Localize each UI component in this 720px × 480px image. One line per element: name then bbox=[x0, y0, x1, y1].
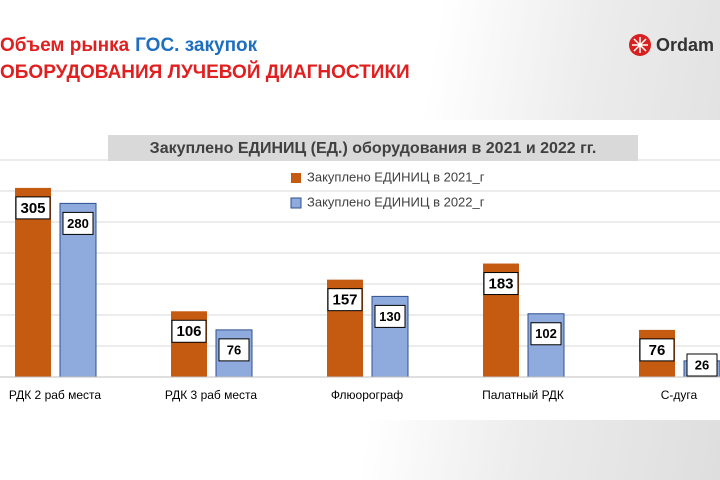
value-label: 157 bbox=[332, 292, 357, 309]
value-label-box bbox=[639, 338, 675, 362]
value-label: 76 bbox=[227, 342, 241, 357]
legend-label: Закуплено ЕДИНИЦ в 2022_г bbox=[307, 194, 485, 209]
x-tick-label: С-дуга bbox=[661, 388, 698, 402]
x-tick-label: Палатный РДК bbox=[482, 388, 564, 402]
value-label: 26 bbox=[695, 357, 709, 372]
value-label-box bbox=[374, 304, 406, 328]
logo-pattern bbox=[632, 37, 648, 53]
x-tick-label: Флюорограф bbox=[331, 388, 403, 402]
title-part: ГОС. закупок bbox=[135, 35, 257, 56]
slide-title: Объем рынка ГОС. закупок bbox=[0, 35, 258, 56]
value-label: 102 bbox=[535, 326, 557, 341]
value-label: 106 bbox=[176, 323, 201, 340]
value-label: 280 bbox=[67, 216, 89, 231]
legend-label: Закуплено ЕДИНИЦ в 2021_г bbox=[307, 169, 485, 184]
value-label: 130 bbox=[379, 309, 401, 324]
value-label-box bbox=[171, 319, 207, 343]
legend-swatch bbox=[290, 197, 302, 209]
x-tick-label: РДК 2 раб места bbox=[9, 388, 102, 402]
value-label-box bbox=[686, 353, 718, 377]
x-tick-label: РДК 3 раб места bbox=[165, 388, 258, 402]
chart-title: Закуплено ЕДИНИЦ (ЕД.) оборудования в 20… bbox=[150, 140, 597, 157]
value-label-box bbox=[530, 322, 562, 346]
value-label: 76 bbox=[649, 342, 666, 359]
value-label-box bbox=[327, 288, 363, 312]
bar bbox=[15, 187, 51, 377]
chart-title-bg bbox=[108, 135, 638, 161]
legend-swatch bbox=[291, 173, 301, 183]
title-part: Объем рынка bbox=[0, 35, 130, 56]
logo-text: Ordam bbox=[656, 35, 714, 55]
slide-subtitle: ОБОРУДОВАНИЯ ЛУЧЕВОЙ ДИАГНОСТИКИ bbox=[0, 61, 410, 83]
value-label-box bbox=[218, 338, 250, 362]
value-label-box bbox=[15, 196, 51, 220]
value-label-box bbox=[62, 211, 94, 235]
value-label: 183 bbox=[488, 276, 513, 293]
value-label: 305 bbox=[20, 200, 45, 217]
value-label-box bbox=[483, 272, 519, 296]
